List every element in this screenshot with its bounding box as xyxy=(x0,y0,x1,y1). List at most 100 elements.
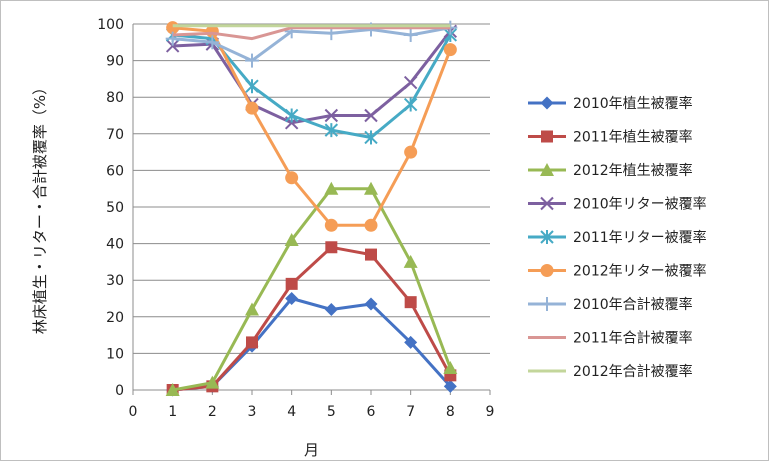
legend: 2010年植生被覆率 2011年植生被覆率 2012年植生被覆率 2010年リター被覆… xyxy=(528,95,707,380)
data-point xyxy=(165,39,180,53)
series-layer xyxy=(165,20,458,397)
y-tick-label: 40 xyxy=(106,237,124,253)
y-tick-label: 100 xyxy=(97,17,124,33)
y-tick-label: 80 xyxy=(106,90,124,106)
series-line xyxy=(172,187,452,392)
y-tick-label: 70 xyxy=(106,127,124,143)
x-tick-label: 6 xyxy=(367,404,376,420)
legend-marker xyxy=(540,230,554,244)
y-tick-label: 20 xyxy=(106,310,124,326)
legend-marker xyxy=(540,96,554,110)
legend-label: 2010年植生被覆率 xyxy=(573,95,693,112)
data-point xyxy=(404,296,417,309)
data-point xyxy=(325,241,338,254)
legend-marker xyxy=(541,130,553,143)
x-tick-label: 9 xyxy=(486,404,495,420)
legend-entry-9: 2012年合計被覆率 xyxy=(528,363,693,380)
legend-marker xyxy=(540,163,554,176)
y-tick-label: 90 xyxy=(106,54,124,70)
data-point xyxy=(403,27,418,42)
legend-label: 2011年植生被覆率 xyxy=(573,129,693,146)
legend-marker xyxy=(540,297,554,311)
marker-stroke xyxy=(364,108,378,123)
x-tick-label: 2 xyxy=(208,404,217,420)
data-point xyxy=(443,43,457,57)
legend-label: 2011年リター被覆率 xyxy=(573,229,707,246)
x-tick-label: 0 xyxy=(129,404,138,420)
data-point xyxy=(324,181,339,195)
y-tick-label: 50 xyxy=(106,200,124,216)
data-point xyxy=(205,35,220,50)
data-point xyxy=(245,302,259,316)
data-point xyxy=(403,75,418,90)
x-tick-label: 3 xyxy=(248,404,257,420)
series-line xyxy=(172,26,451,41)
x-tick-label: 5 xyxy=(327,404,336,420)
data-point xyxy=(403,97,418,112)
data-point xyxy=(246,336,258,349)
y-tick-label: 0 xyxy=(115,383,124,399)
series-7 xyxy=(165,20,458,68)
legend-label: 2010年合計被覆率 xyxy=(573,296,693,313)
data-point xyxy=(364,181,378,195)
legend-entry-2: 2011年植生被覆率 xyxy=(528,129,693,146)
data-point xyxy=(404,335,418,349)
data-point xyxy=(364,130,378,145)
legend-entry-3: 2012年植生被覆率 xyxy=(528,162,693,179)
data-point xyxy=(324,218,338,232)
data-point xyxy=(324,302,338,316)
series-8 xyxy=(172,26,451,41)
series-3 xyxy=(165,181,458,396)
marker-stroke xyxy=(540,196,554,211)
data-point xyxy=(365,248,377,261)
legend-entry-7: 2010年合計被覆率 xyxy=(528,296,693,313)
legend-label: 2012年合計被覆率 xyxy=(573,363,693,380)
series-4 xyxy=(165,24,458,130)
series-line xyxy=(172,245,452,392)
marker-stroke xyxy=(324,108,339,123)
legend-marker xyxy=(540,196,554,211)
marker-stroke xyxy=(403,75,418,90)
data-point xyxy=(324,108,339,123)
data-point xyxy=(245,53,259,68)
axes: 0 10 20 30 40 50 60 70 80 90 100 0 1 2 3 4 5 6 7 8 9 xyxy=(97,17,494,420)
y-tick-label: 30 xyxy=(106,273,124,289)
data-point xyxy=(205,375,220,389)
data-point xyxy=(324,123,339,138)
data-point xyxy=(364,108,378,123)
x-tick-label: 4 xyxy=(287,404,296,420)
x-tick-label: 8 xyxy=(446,404,455,420)
legend-label: 2012年植生被覆率 xyxy=(573,162,693,179)
legend-label: 2010年リター被覆率 xyxy=(573,196,707,213)
data-point xyxy=(245,101,259,115)
x-tick-label: 7 xyxy=(406,404,415,420)
data-point xyxy=(403,254,418,268)
data-point xyxy=(284,108,299,123)
y-tick-label: 10 xyxy=(106,346,124,362)
y-tick-label: 60 xyxy=(106,163,124,179)
legend-entry-5: 2011年リター被覆率 xyxy=(528,229,707,246)
data-point xyxy=(443,361,458,375)
series-line xyxy=(172,30,452,125)
marker-stroke xyxy=(165,39,180,53)
data-point xyxy=(284,232,299,246)
legend-entry-6: 2012年リター被覆率 xyxy=(528,263,707,280)
data-point xyxy=(364,218,378,232)
data-point xyxy=(404,145,418,159)
data-point xyxy=(285,277,298,290)
data-point xyxy=(285,292,299,305)
x-tick-label: 1 xyxy=(168,404,177,420)
legend-entry-8: 2011年合計被覆率 xyxy=(528,330,693,347)
legend-entry-4: 2010年リター被覆率 xyxy=(528,196,707,213)
y-axis-title: 林床植生・リター・合計被覆率（%） xyxy=(31,80,49,334)
grid xyxy=(133,23,490,354)
legend-label: 2011年合計被覆率 xyxy=(573,330,693,347)
data-point xyxy=(364,297,378,311)
legend-label: 2012年リター被覆率 xyxy=(573,263,707,280)
data-point xyxy=(165,383,180,396)
data-point xyxy=(443,379,457,393)
legend-marker xyxy=(540,264,554,277)
data-point xyxy=(285,171,299,185)
